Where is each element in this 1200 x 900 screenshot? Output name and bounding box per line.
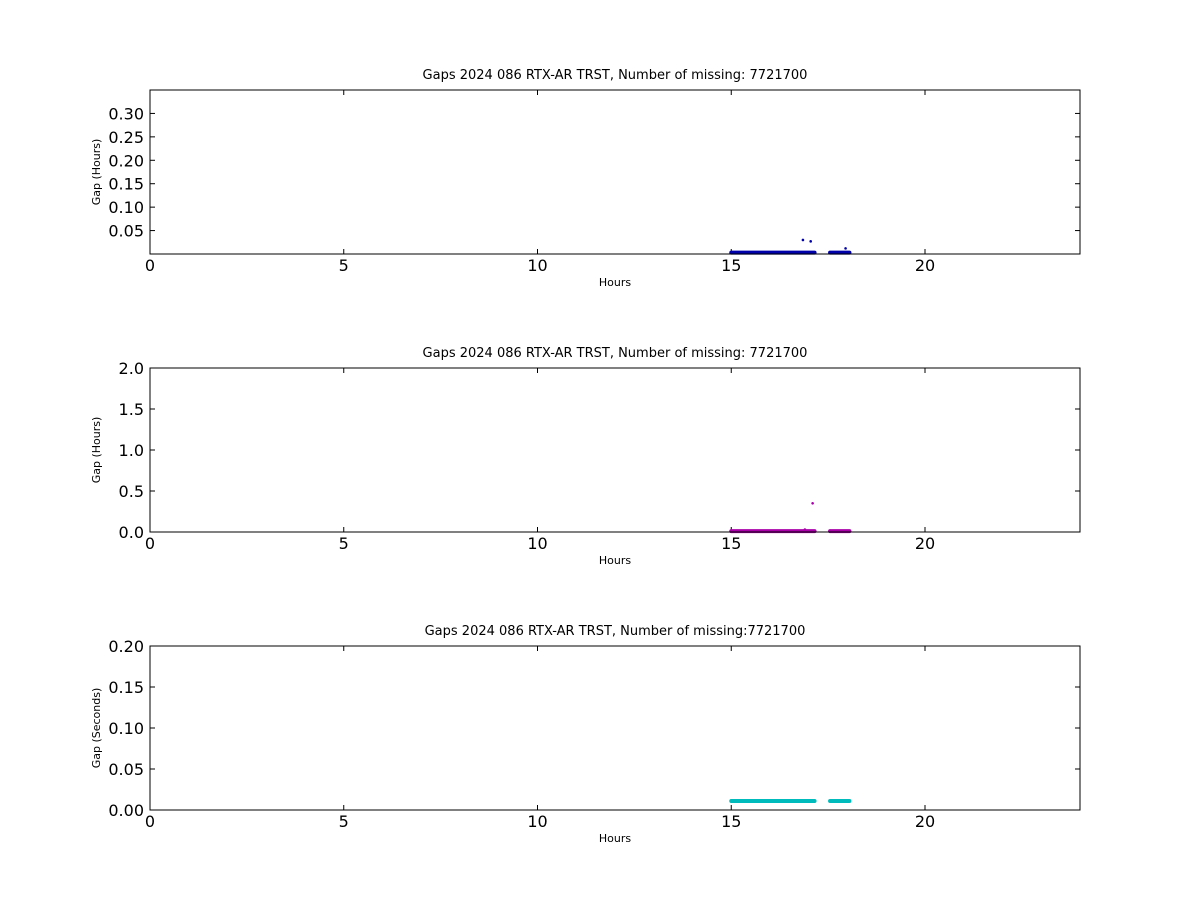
x-tick-label: 15 xyxy=(721,256,741,275)
y-tick-label: 0.05 xyxy=(108,760,144,779)
data-point xyxy=(813,251,816,254)
x-tick-label: 20 xyxy=(915,812,935,831)
y-axis-label: Gap (Hours) xyxy=(90,417,103,484)
data-point xyxy=(768,251,772,254)
x-tick-label: 0 xyxy=(145,812,155,831)
x-tick-label: 10 xyxy=(527,534,547,553)
x-tick-label: 10 xyxy=(527,812,547,831)
y-tick-label: 0.20 xyxy=(108,151,144,170)
y-tick-label: 0.10 xyxy=(108,719,144,738)
chart-title: Gaps 2024 086 RTX-AR TRST, Number of mis… xyxy=(423,346,808,361)
chart-panel-3: Gaps 2024 086 RTX-AR TRST, Number of mis… xyxy=(90,624,1081,845)
data-point xyxy=(729,799,733,803)
x-tick-label: 0 xyxy=(145,534,155,553)
x-tick-label: 15 xyxy=(721,812,741,831)
y-tick-label: 0.05 xyxy=(108,222,144,241)
data-point xyxy=(803,528,807,531)
y-tick-label: 0.20 xyxy=(108,637,144,656)
data-point xyxy=(838,251,842,254)
plot-frame xyxy=(149,367,1081,533)
x-tick-label: 10 xyxy=(527,256,547,275)
y-tick-label: 0.10 xyxy=(108,198,144,217)
y-tick-label: 0.00 xyxy=(108,801,144,820)
data-point xyxy=(729,251,733,254)
y-axis-label: Gap (Hours) xyxy=(90,139,103,206)
x-tick-label: 5 xyxy=(339,256,349,275)
data-point xyxy=(788,251,791,254)
data-point xyxy=(809,240,812,243)
data-point xyxy=(848,799,851,803)
y-tick-label: 0.5 xyxy=(119,482,144,501)
x-tick-label: 20 xyxy=(915,256,935,275)
data-point xyxy=(838,799,842,803)
chart-panel-2: Gaps 2024 086 RTX-AR TRST, Number of mis… xyxy=(90,346,1081,567)
y-tick-label: 2.0 xyxy=(119,359,144,378)
data-point xyxy=(811,502,814,505)
data-point xyxy=(844,247,847,250)
x-axis-label: Hours xyxy=(599,276,631,289)
y-tick-label: 0.25 xyxy=(108,128,144,147)
data-point xyxy=(788,799,791,803)
data-point xyxy=(828,251,832,254)
data-point xyxy=(813,799,816,803)
data-point xyxy=(807,251,811,254)
y-tick-label: 1.5 xyxy=(119,400,144,419)
x-axis-label: Hours xyxy=(599,832,631,845)
x-tick-label: 5 xyxy=(339,534,349,553)
data-point xyxy=(828,799,832,803)
x-axis-label: Hours xyxy=(599,554,631,567)
data-point xyxy=(801,238,805,242)
x-tick-label: 0 xyxy=(145,256,155,275)
y-tick-label: 0.0 xyxy=(119,523,144,542)
plot-frame xyxy=(149,89,1081,255)
chart-title: Gaps 2024 086 RTX-AR TRST, Number of mis… xyxy=(423,68,808,83)
data-point xyxy=(749,799,752,803)
y-axis-label: Gap (Seconds) xyxy=(90,688,103,769)
x-tick-label: 20 xyxy=(915,534,935,553)
data-point xyxy=(807,799,811,803)
x-tick-label: 15 xyxy=(721,534,741,553)
y-tick-label: 0.15 xyxy=(108,175,144,194)
chart-panel-1: Gaps 2024 086 RTX-AR TRST, Number of mis… xyxy=(90,68,1081,289)
x-tick-label: 5 xyxy=(339,812,349,831)
y-tick-label: 0.15 xyxy=(108,678,144,697)
y-tick-label: 0.30 xyxy=(108,104,144,123)
data-point xyxy=(848,251,851,254)
y-tick-label: 1.0 xyxy=(119,441,144,460)
chart-title: Gaps 2024 086 RTX-AR TRST, Number of mis… xyxy=(425,624,806,639)
data-point xyxy=(749,251,752,254)
plot-frame xyxy=(149,645,1081,811)
data-point xyxy=(768,799,772,803)
